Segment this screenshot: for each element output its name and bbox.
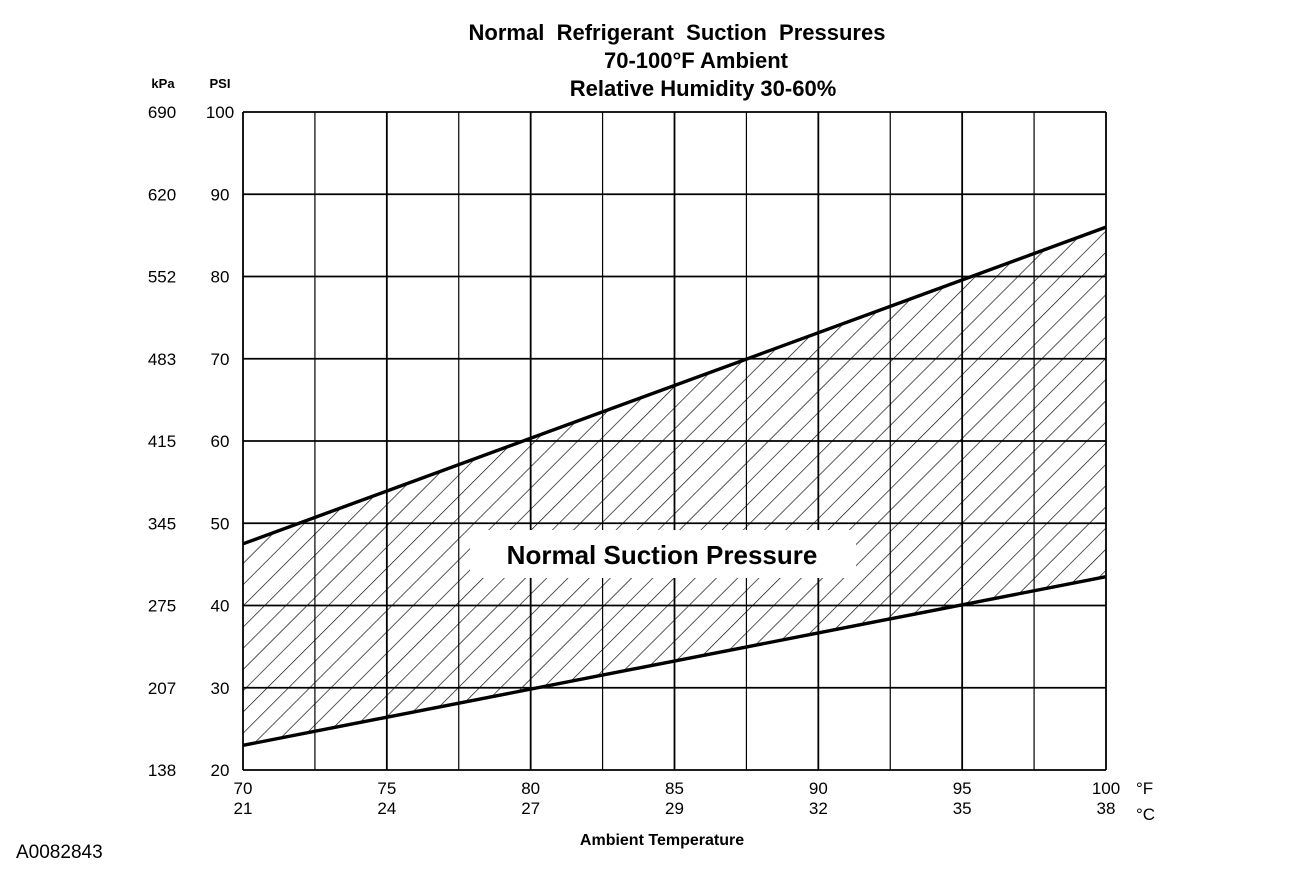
x-tick-celsius: 21 xyxy=(234,799,253,818)
chart-title-line-2: 70-100°F Ambient xyxy=(604,48,789,73)
band-label-background xyxy=(470,530,856,578)
y-tick-kpa: 690 xyxy=(148,103,176,122)
x-unit-fahrenheit: °F xyxy=(1136,779,1153,798)
y-tick-kpa: 620 xyxy=(148,185,176,204)
y-tick-psi: 70 xyxy=(211,350,230,369)
x-tick-celsius: 38 xyxy=(1097,799,1116,818)
y-tick-psi: 60 xyxy=(211,432,230,451)
axis-ticks: 100 690 90 620 80 552 70 483 60 415 50 345 40 275 30 20… xyxy=(148,103,1120,818)
y-tick-psi: 100 xyxy=(206,103,234,122)
x-tick-fahrenheit: 85 xyxy=(665,779,684,798)
grid xyxy=(242,111,1107,771)
y-tick-kpa: 483 xyxy=(148,350,176,369)
x-axis-title: Ambient Temperature xyxy=(580,832,744,849)
x-tick-fahrenheit: 75 xyxy=(377,779,396,798)
y-tick-psi: 20 xyxy=(211,761,230,780)
band-label: Normal Suction Pressure xyxy=(507,540,818,570)
y-tick-kpa: 552 xyxy=(148,268,176,287)
y-tick-psi: 80 xyxy=(211,268,230,287)
y-unit-kpa: kPa xyxy=(151,76,175,91)
x-tick-fahrenheit: 80 xyxy=(521,779,540,798)
limit-lines xyxy=(242,225,1107,747)
upper-limit-line xyxy=(242,225,1107,546)
y-tick-kpa: 345 xyxy=(148,514,176,533)
x-tick-celsius: 24 xyxy=(377,799,396,818)
y-tick-kpa: 138 xyxy=(148,761,176,780)
y-tick-psi: 30 xyxy=(211,679,230,698)
x-tick-celsius: 29 xyxy=(665,799,684,818)
x-tick-celsius: 32 xyxy=(809,799,828,818)
x-tick-fahrenheit: 95 xyxy=(953,779,972,798)
x-tick-fahrenheit: 70 xyxy=(234,779,253,798)
y-unit-psi: PSI xyxy=(210,76,231,91)
y-tick-kpa: 415 xyxy=(148,432,176,451)
y-tick-kpa: 207 xyxy=(148,679,176,698)
y-tick-psi: 90 xyxy=(211,185,230,204)
x-tick-fahrenheit: 100 xyxy=(1092,779,1120,798)
lower-limit-line xyxy=(242,575,1107,747)
y-tick-psi: 40 xyxy=(211,597,230,616)
x-tick-celsius: 35 xyxy=(953,799,972,818)
x-tick-celsius: 27 xyxy=(521,799,540,818)
y-tick-kpa: 275 xyxy=(148,597,176,616)
x-tick-fahrenheit: 90 xyxy=(809,779,828,798)
y-tick-psi: 50 xyxy=(211,514,230,533)
figure-id: A0082843 xyxy=(16,842,103,863)
chart-title-line-1: Normal Refrigerant Suction Pressures xyxy=(469,20,886,45)
chart-title-line-3: Relative Humidity 30-60% xyxy=(570,76,837,101)
x-unit-celsius: °C xyxy=(1136,805,1155,824)
